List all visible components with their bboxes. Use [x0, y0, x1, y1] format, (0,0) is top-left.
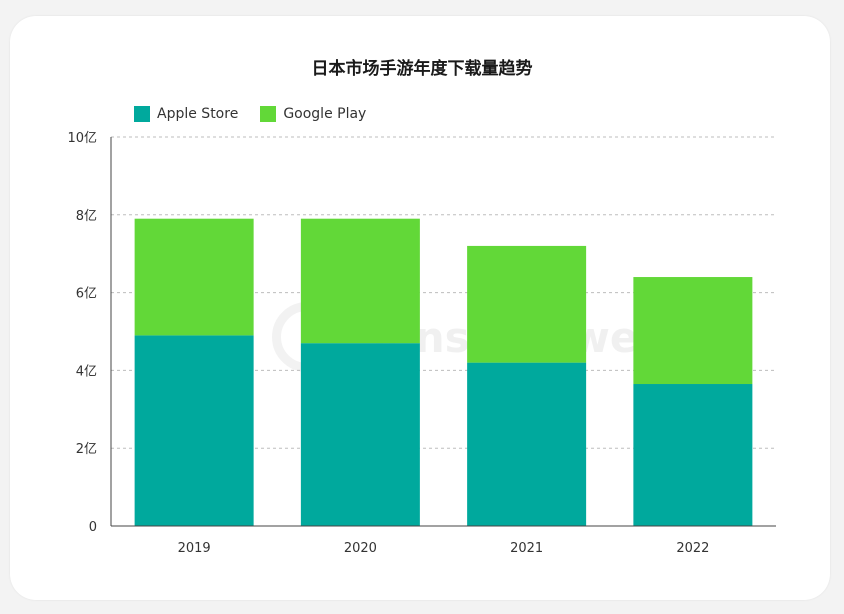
legend-label-google-play: Google Play: [283, 106, 367, 122]
x-tick-label: 2020: [344, 541, 377, 556]
legend-item-google-play: Google Play: [260, 106, 366, 122]
bar-apple-store-2020: [300, 343, 420, 526]
x-tick-label: 2021: [510, 541, 543, 556]
x-tick-label: 2019: [178, 541, 211, 556]
bar-google-play-2022: [633, 277, 753, 385]
x-tick-label: 2022: [676, 541, 709, 556]
chart-title: 日本市场手游年度下载量趋势: [311, 59, 533, 79]
bar-apple-store-2019: [134, 335, 254, 526]
bar-google-play-2019: [134, 218, 254, 336]
y-tick-label: 0: [89, 520, 97, 535]
legend-swatch-apple-store: [134, 106, 150, 122]
y-tick-label: 4亿: [76, 364, 97, 379]
bar-google-play-2021: [467, 245, 587, 363]
legend-item-apple-store: Apple Store: [134, 106, 238, 122]
bar-apple-store-2021: [467, 362, 587, 526]
y-tick-label: 8亿: [76, 209, 97, 224]
bar-google-play-2020: [300, 218, 420, 344]
legend-swatch-google-play: [260, 106, 277, 122]
bar-apple-store-2022: [633, 384, 753, 526]
legend: Apple Store Google Play: [134, 106, 388, 122]
y-tick-label: 2亿: [76, 442, 97, 457]
y-tick-label: 6亿: [76, 287, 97, 302]
legend-label-apple-store: Apple Store: [157, 106, 239, 122]
y-tick-label: 10亿: [67, 131, 97, 146]
